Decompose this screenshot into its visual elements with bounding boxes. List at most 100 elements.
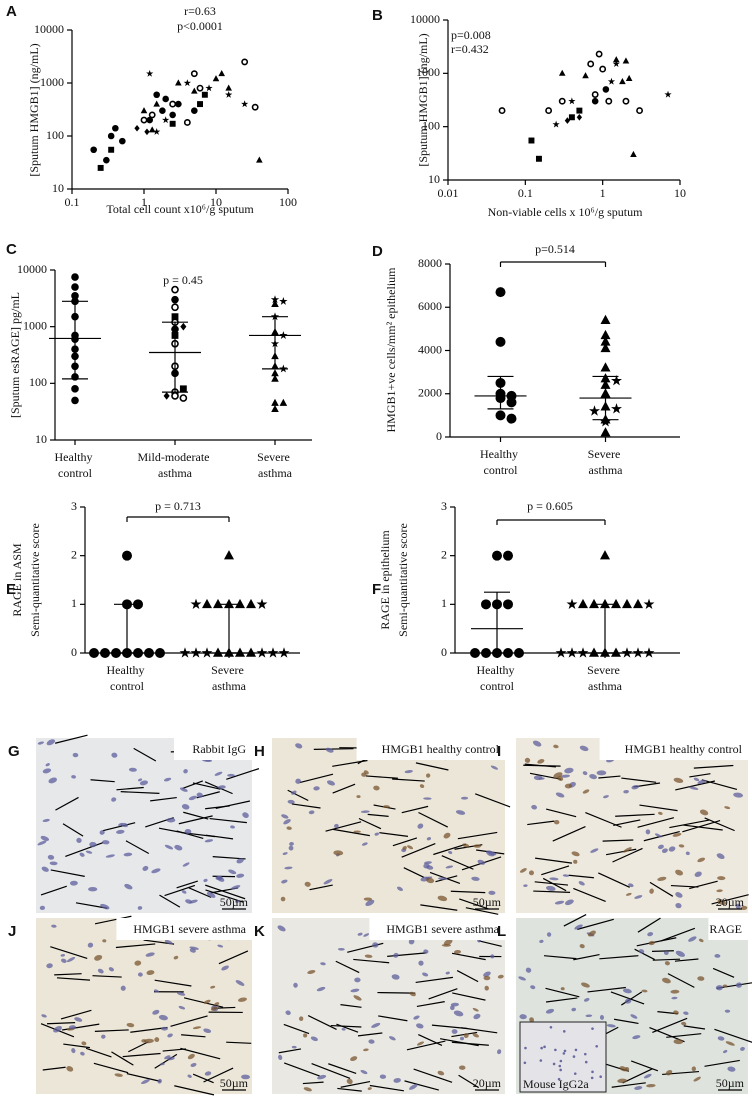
cell-nucleus — [525, 967, 532, 973]
cell-nucleus — [303, 1033, 308, 1038]
data-point — [498, 107, 506, 115]
data-point — [241, 58, 249, 66]
tissue-fiber — [441, 855, 474, 870]
tissue-fiber — [461, 1027, 498, 1034]
cell-nucleus — [228, 869, 237, 875]
inset-cell — [591, 1027, 594, 1030]
cell-nucleus — [579, 745, 589, 752]
tissue-fiber — [714, 1028, 752, 1043]
data-point — [122, 550, 132, 561]
y-axis-label: HMGB1+ve cells/mm² epithelium — [384, 267, 398, 433]
cell-nucleus — [716, 853, 725, 860]
tissue-fiber — [46, 1022, 76, 1025]
y-tick-label: 1 — [441, 596, 447, 610]
tissue-fiber — [598, 775, 621, 779]
data-point — [568, 97, 576, 105]
tissue-fiber — [188, 887, 212, 898]
cell-nucleus — [417, 823, 424, 829]
cell-nucleus — [179, 787, 188, 792]
cell-nucleus — [675, 950, 685, 957]
x-tick-label: Healthy control — [55, 450, 96, 480]
tissue-fiber — [474, 793, 511, 808]
tissue-fiber — [674, 958, 699, 962]
data-point — [566, 647, 578, 658]
data-point — [578, 598, 588, 609]
x-tick-label: Severe asthma — [588, 447, 624, 477]
cell-nucleus — [37, 741, 45, 745]
data-point — [90, 146, 97, 154]
cell-nucleus — [49, 861, 58, 866]
data-point — [279, 296, 288, 305]
cell-nucleus — [295, 778, 301, 784]
panel-letter: G — [8, 743, 20, 760]
x-tick-label: Severe asthma — [211, 663, 247, 693]
cell-nucleus — [662, 977, 671, 984]
cell-nucleus — [114, 1073, 123, 1077]
x-tick-label: Healthy control — [480, 447, 521, 477]
annotation: p = 0.45 — [163, 273, 203, 287]
cell-nucleus — [111, 752, 118, 758]
tissue-fiber — [367, 813, 389, 817]
tissue-fiber — [577, 918, 614, 930]
data-point — [148, 111, 156, 119]
cell-nucleus — [649, 888, 654, 894]
tissue-fiber — [637, 917, 661, 933]
tissue-fiber — [637, 817, 675, 828]
cell-nucleus — [313, 786, 320, 791]
cell-nucleus — [565, 899, 574, 906]
tissue-fiber — [94, 915, 132, 925]
inset-cell — [562, 1030, 566, 1033]
panel-letter: E — [6, 581, 16, 598]
data-point — [612, 60, 620, 68]
cell-nucleus — [657, 876, 667, 881]
cell-nucleus — [524, 757, 531, 763]
cell-nucleus — [364, 954, 373, 958]
micrograph: HMGB1 severe asthma 50µm — [36, 915, 253, 1096]
cell-nucleus — [111, 797, 117, 802]
cell-nucleus — [333, 850, 344, 856]
data-point — [179, 394, 188, 402]
cell-nucleus — [529, 1017, 535, 1023]
tissue-fiber — [613, 819, 641, 827]
cell-nucleus — [625, 892, 632, 896]
cell-nucleus — [678, 844, 685, 848]
cell-nucleus — [553, 772, 563, 779]
data-point — [201, 91, 208, 98]
cell-nucleus — [453, 949, 462, 954]
tissue-fiber — [309, 884, 333, 891]
inset-cell — [590, 1076, 594, 1080]
cell-nucleus — [451, 1029, 458, 1034]
tissue-fiber — [546, 808, 577, 818]
cell-nucleus — [61, 958, 67, 963]
cell-nucleus — [360, 1069, 368, 1075]
cell-nucleus — [66, 956, 76, 963]
cell-nucleus — [697, 976, 705, 981]
cell-nucleus — [404, 769, 413, 774]
tissue-fiber — [93, 1062, 129, 1074]
inset-cell — [573, 1072, 577, 1075]
cell-nucleus — [560, 987, 565, 991]
data-point — [607, 77, 616, 85]
cell-nucleus — [647, 932, 654, 937]
micrograph: HMGB1 healthy control 50µm — [272, 738, 511, 915]
cell-nucleus — [85, 850, 93, 854]
tissue-fiber — [615, 813, 655, 817]
cell-nucleus — [123, 852, 133, 857]
y-axis-label: [Sputum HMGB1] (ng/mL) — [416, 33, 430, 166]
cell-nucleus — [238, 997, 247, 1002]
data-point — [535, 155, 542, 162]
cell-nucleus — [353, 830, 361, 833]
inset — [519, 1021, 607, 1093]
cell-nucleus — [145, 952, 155, 957]
x-tick-label: Severe asthma — [587, 663, 623, 693]
data-point — [71, 292, 79, 300]
x-tick-label: 10 — [674, 186, 686, 200]
tissue-fiber — [523, 764, 561, 767]
cell-nucleus — [141, 1079, 150, 1085]
panel-letter: F — [372, 581, 381, 598]
cell-nucleus — [128, 767, 137, 772]
cell-nucleus — [188, 795, 197, 801]
data-point — [251, 103, 259, 111]
cell-nucleus — [204, 1071, 212, 1076]
data-point — [171, 392, 179, 400]
